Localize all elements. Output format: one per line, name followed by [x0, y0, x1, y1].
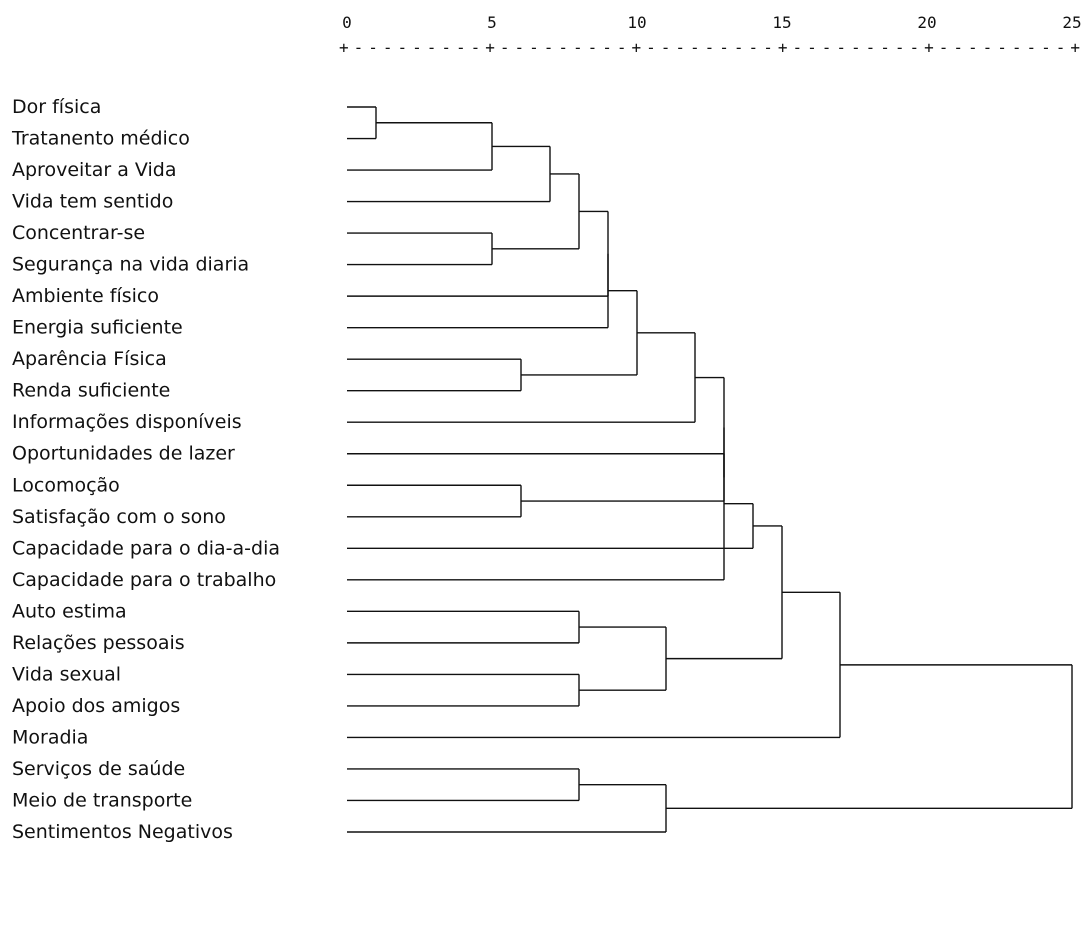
leaf-label: Locomoção	[12, 474, 120, 496]
leaf-label: Energia suficiente	[12, 317, 183, 339]
leaf-label: Moradia	[12, 726, 88, 748]
dendrogram-links	[347, 106, 1073, 833]
leaf-label: Ambiente físico	[12, 285, 159, 307]
axis-ruler: +---------+---------+---------+---------…	[339, 38, 1080, 57]
leaf-labels: Dor física Tratanento médico Aproveitar a …	[11, 96, 280, 843]
leaf-label: Aparência Física	[12, 348, 167, 370]
leaf-label: Segurança na vida diaria	[12, 254, 249, 276]
leaf-label: Informações disponíveis	[12, 411, 242, 433]
leaf-label: Vida sexual	[12, 663, 121, 685]
leaf-label: Meio de transporte	[12, 789, 192, 811]
leaf-label: Satisfação com o sono	[12, 506, 226, 528]
leaf-label: Renda suficiente	[12, 380, 170, 402]
leaf-label: Serviços de saúde	[12, 758, 185, 780]
leaf-label: Relações pessoais	[12, 632, 185, 654]
leaf-label: Capacidade para o dia-a-dia	[12, 537, 280, 559]
tick-label: 0	[342, 13, 352, 32]
leaf-label: Tratanento médico	[11, 128, 190, 150]
leaf-label: Oportunidades de lazer	[12, 443, 235, 465]
leaf-label: Capacidade para o trabalho	[12, 569, 276, 591]
leaf-label: Auto estima	[12, 600, 127, 622]
leaf-label: Vida tem sentido	[12, 191, 173, 213]
tick-label: 20	[917, 13, 936, 32]
tick-label: 5	[487, 13, 497, 32]
tick-label: 15	[772, 13, 791, 32]
leaf-label: Dor física	[12, 96, 101, 118]
leaf-label: Concentrar-se	[12, 222, 145, 244]
tick-label: 25	[1062, 13, 1081, 32]
leaf-label: Apoio dos amigos	[12, 695, 180, 717]
leaf-label: Aproveitar a Vida	[12, 159, 176, 181]
distance-axis: 0 5 10 15 20 25 +---------+---------+---------…	[339, 13, 1081, 57]
leaf-label: Sentimentos Negativos	[12, 821, 233, 843]
tick-label: 10	[627, 13, 646, 32]
